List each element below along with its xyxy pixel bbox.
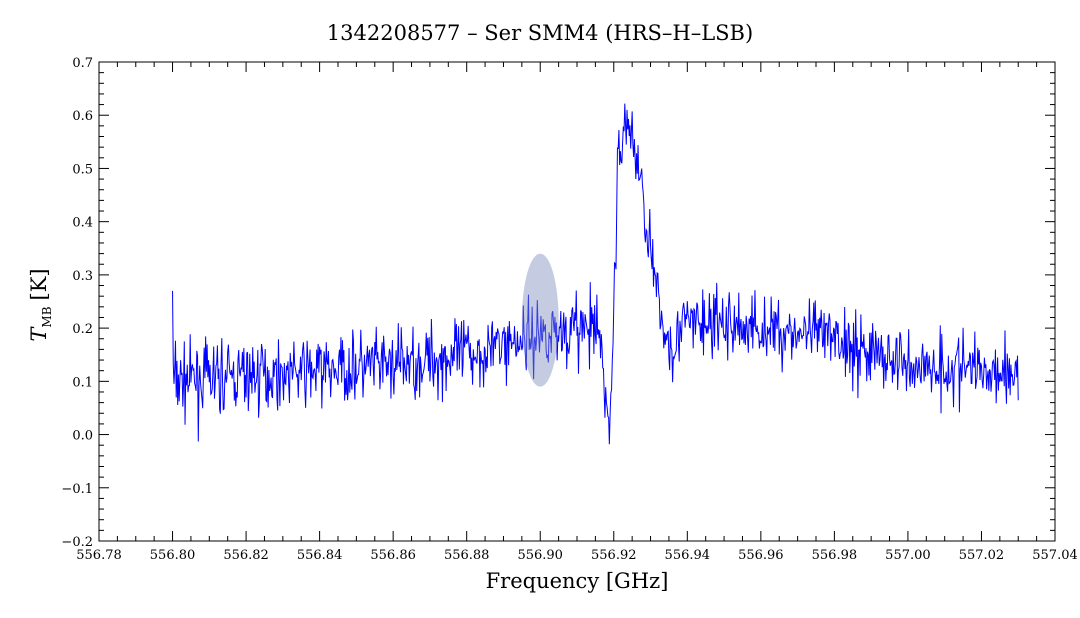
x-tick-label: 556.84 — [297, 548, 343, 563]
x-tick-label: 556.96 — [738, 548, 784, 563]
y-axis: −0.2 −0.1 0.0 0.1 0.2 0.3 0.4 0.5 0.6 0.7 — [61, 56, 1055, 550]
y-tick-label: 0.7 — [72, 56, 93, 71]
x-tick-label: 556.90 — [517, 548, 563, 563]
y-axis-title: TMB [K] — [27, 268, 54, 341]
y-tick-label: 0.2 — [72, 322, 93, 337]
x-tick-label: 556.98 — [812, 548, 858, 563]
x-axis: 556.78 556.80 556.82 556.84 556.86 556.88 556.… — [76, 62, 1078, 563]
x-tick-label: 556.88 — [444, 548, 490, 563]
highlight-ellipse — [521, 253, 559, 387]
x-tick-label: 556.86 — [370, 548, 416, 563]
x-tick-label: 556.94 — [665, 548, 711, 563]
x-tick-label: 556.78 — [76, 548, 122, 563]
spectrum-series-line — [172, 103, 1019, 445]
x-tick-label: 556.92 — [591, 548, 637, 563]
y-axis-title-sub: MB — [40, 306, 54, 327]
x-tick-label: 557.04 — [1032, 548, 1078, 563]
x-tick-label: 557.00 — [885, 548, 931, 563]
x-tick-label: 556.82 — [223, 548, 269, 563]
y-axis-title-unit: [K] — [27, 268, 51, 300]
x-axis-title: Frequency [GHz] — [486, 569, 669, 593]
y-tick-label: 0.5 — [72, 162, 93, 177]
x-tick-label: 557.02 — [959, 548, 1005, 563]
plot-frame — [98, 61, 1056, 542]
y-axis-title-main: T — [27, 326, 51, 342]
y-tick-label: −0.2 — [61, 535, 93, 550]
y-tick-label: 0.3 — [72, 269, 93, 284]
y-tick-label: 0.4 — [72, 216, 93, 231]
y-tick-label: 0.0 — [72, 429, 93, 444]
y-tick-label: 0.6 — [72, 109, 93, 124]
x-tick-label: 556.80 — [150, 548, 196, 563]
plot-area — [172, 103, 1019, 445]
chart-title: 1342208577 – Ser SMM4 (HRS–H–LSB) — [327, 21, 753, 45]
y-tick-label: 0.1 — [72, 375, 93, 390]
y-tick-label: −0.1 — [61, 482, 93, 497]
